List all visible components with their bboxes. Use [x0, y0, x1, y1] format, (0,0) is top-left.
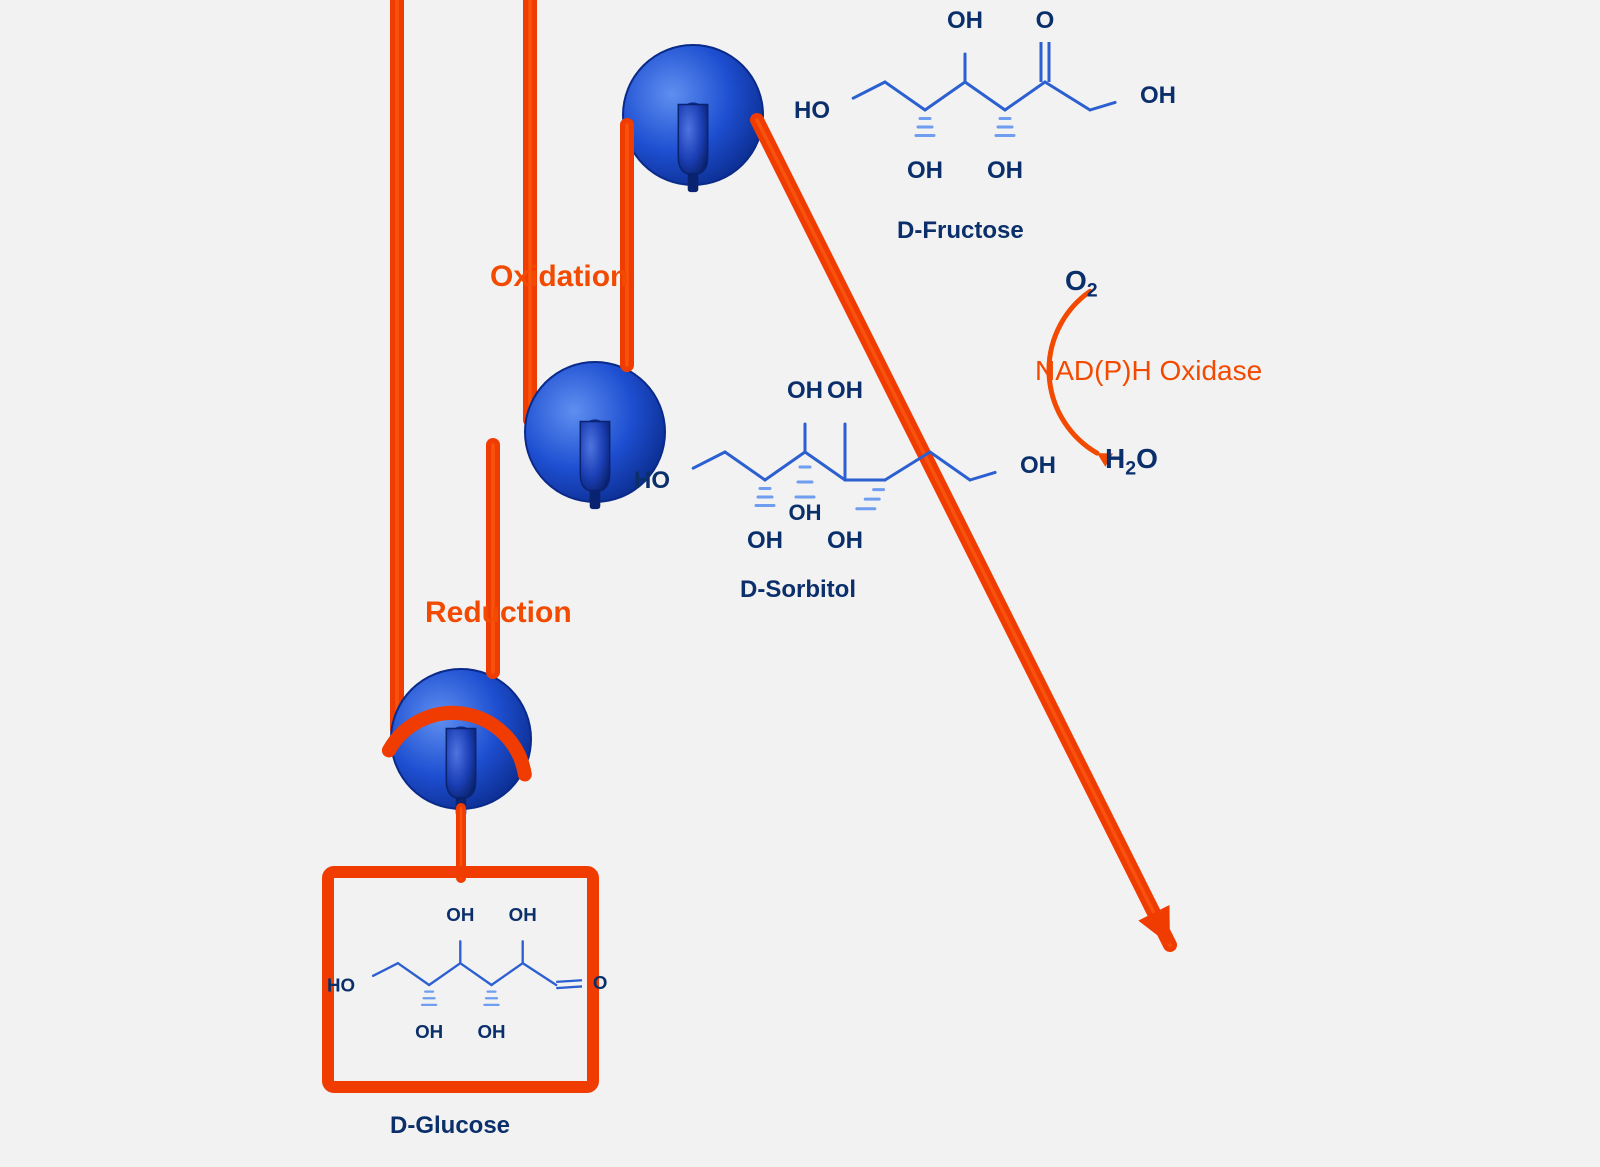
- svg-text:OH: OH: [477, 1021, 505, 1042]
- label-d-sorbitol: D-Sorbitol: [740, 576, 856, 604]
- svg-text:OH: OH: [987, 157, 1023, 184]
- svg-text:OH: OH: [509, 904, 537, 925]
- svg-text:OH: OH: [1140, 82, 1176, 109]
- svg-text:OH: OH: [827, 527, 863, 554]
- svg-text:OH: OH: [415, 1021, 443, 1042]
- label-d-glucose: D-Glucose: [390, 1112, 510, 1140]
- svg-text:OH: OH: [1020, 452, 1056, 479]
- svg-text:OH: OH: [827, 377, 863, 404]
- label-o2: O2: [1065, 265, 1098, 303]
- svg-text:O: O: [593, 972, 608, 993]
- svg-text:OH: OH: [907, 157, 943, 184]
- svg-text:OH: OH: [747, 527, 783, 554]
- diagram-stage: HOOHOHOHOOHOHHOOHOHOHOHOHHOOHOHOHOHO Oxi…: [0, 0, 1600, 1167]
- svg-text:HO: HO: [794, 97, 830, 124]
- svg-text:O: O: [1036, 7, 1055, 34]
- label-reduction: Reduction: [425, 596, 572, 630]
- svg-text:HO: HO: [634, 467, 670, 494]
- svg-text:OH: OH: [947, 7, 983, 34]
- svg-text:OH: OH: [446, 904, 474, 925]
- label-nadph-oxidase: NAD(P)H Oxidase: [1035, 355, 1262, 387]
- svg-text:OH: OH: [787, 377, 823, 404]
- label-oxidation: Oxidation: [490, 260, 628, 294]
- label-d-fructose: D-Fructose: [897, 217, 1024, 245]
- svg-text:OH: OH: [789, 500, 822, 525]
- label-h2o: H2O: [1105, 443, 1158, 481]
- svg-text:HO: HO: [327, 974, 355, 995]
